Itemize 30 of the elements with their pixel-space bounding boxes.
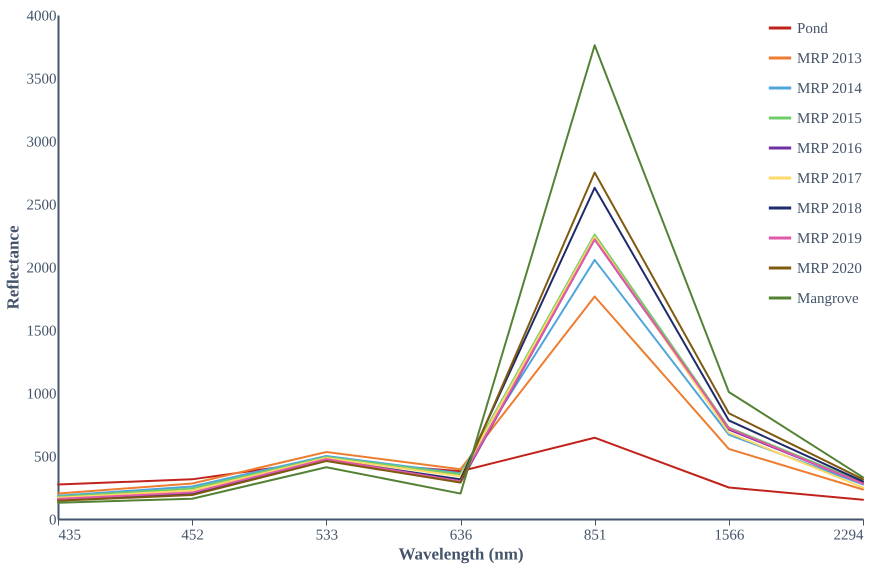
x-tick-label: 452 bbox=[181, 528, 204, 544]
legend-label: MRP 2016 bbox=[797, 141, 862, 157]
x-tick-label: 1566 bbox=[714, 528, 745, 544]
legend-label: MRP 2017 bbox=[797, 171, 862, 187]
legend-label: MRP 2020 bbox=[797, 261, 862, 277]
line-series bbox=[57, 44, 864, 504]
legend-label: MRP 2019 bbox=[797, 231, 862, 247]
y-axis-title: Reflectance bbox=[4, 225, 22, 310]
legend-label: MRP 2018 bbox=[797, 201, 862, 217]
y-tick-label: 1500 bbox=[26, 324, 56, 340]
y-tick-label: 4000 bbox=[26, 8, 56, 24]
x-tick-label: 636 bbox=[450, 528, 473, 544]
y-tick-label: 3000 bbox=[26, 134, 56, 150]
x-tick-label: 533 bbox=[316, 528, 338, 544]
x-tick-label: 851 bbox=[584, 528, 606, 544]
y-tick-label: 1000 bbox=[26, 386, 56, 402]
legend-label: MRP 2013 bbox=[797, 51, 862, 67]
y-tick-label: 0 bbox=[49, 512, 56, 528]
y-tick-label: 2000 bbox=[26, 260, 56, 276]
x-tick-label: 2294 bbox=[834, 528, 864, 544]
legend-label: Mangrove bbox=[797, 291, 859, 307]
y-tick-label: 3500 bbox=[26, 72, 56, 88]
x-axis-title: Wavelength (nm) bbox=[398, 544, 524, 564]
legend-label: MRP 2014 bbox=[797, 81, 862, 97]
x-tick-label: 435 bbox=[58, 528, 81, 544]
y-tick-label: 500 bbox=[34, 450, 56, 466]
legend-label: Pond bbox=[797, 21, 828, 37]
legend-label: MRP 2015 bbox=[797, 111, 862, 127]
line-series bbox=[57, 295, 864, 495]
y-tick-label: 2500 bbox=[26, 198, 56, 214]
